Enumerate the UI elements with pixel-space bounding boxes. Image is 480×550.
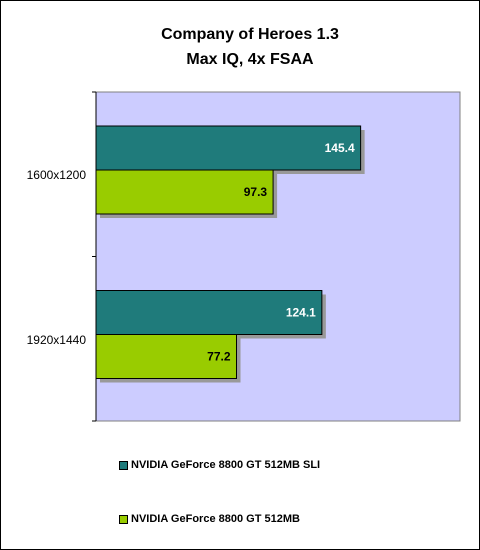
legend-item-single: NVIDIA GeForce 8800 GT 512MB [119,513,300,525]
chart-title-line-1: Company of Heroes 1.3 [161,26,339,43]
value-label-1920x1440-s1: 77.2 [207,350,231,364]
value-label-1600x1200-s1: 97.3 [244,185,268,199]
category-label-1600x1200: 1600x1200 [27,168,87,182]
category-label-1920x1440: 1920x1440 [27,333,87,347]
legend-item-sli: NVIDIA GeForce 8800 GT 512MB SLI [119,459,320,471]
bar-1600x1200-s1 [95,169,274,215]
legend-swatch-sli [119,460,128,470]
chart-title-line-2: Max IQ, 4x FSAA [186,51,314,68]
legend-swatch-single [119,514,128,524]
bar-1600x1200-s0 [95,125,362,171]
legend-label-single: NVIDIA GeForce 8800 GT 512MB [131,513,300,525]
bar-1920x1440-s1 [95,334,238,379]
value-label-1600x1200-s0: 145.4 [325,141,355,155]
legend-label-sli: NVIDIA GeForce 8800 GT 512MB SLI [131,459,321,471]
value-label-1920x1440-s0: 124.1 [286,306,316,320]
